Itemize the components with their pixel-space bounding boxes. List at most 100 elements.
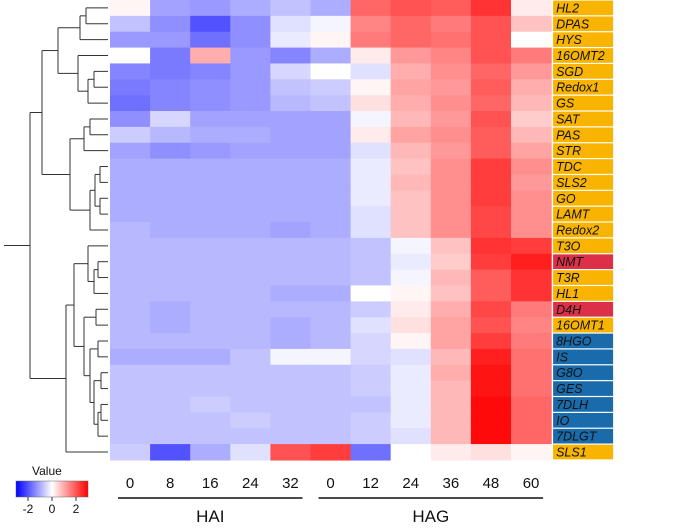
heatmap-cell	[190, 364, 231, 382]
heatmap-cell	[110, 15, 151, 33]
heatmap-cell	[350, 396, 392, 413]
heatmap-cell	[310, 206, 352, 223]
heatmap-cell	[430, 222, 472, 239]
heatmap-cell	[110, 190, 151, 207]
heatmap-cell	[390, 222, 432, 239]
category-bar	[553, 222, 614, 238]
heatmap-cell	[230, 253, 271, 271]
heatmap-cell	[150, 158, 191, 176]
heatmap-cell	[470, 15, 512, 33]
heatmap-cell	[270, 47, 312, 65]
heatmap-cell	[390, 317, 432, 334]
heatmap-cell	[390, 348, 432, 366]
heatmap-cell	[310, 31, 352, 49]
heatmap-cell	[270, 412, 312, 429]
heatmap-cell	[470, 206, 512, 223]
heatmap-cell	[190, 174, 231, 191]
heatmap-cell	[511, 63, 552, 80]
heatmap-cell	[430, 412, 472, 429]
heatmap-cell	[430, 31, 472, 49]
heatmap-cell	[110, 317, 151, 334]
heatmap-cell	[110, 364, 151, 382]
heatmap-cell	[390, 15, 432, 33]
heatmap-cell	[310, 142, 352, 160]
heatmap-cell	[350, 412, 392, 429]
heatmap-cell	[310, 285, 352, 302]
heatmap-cell	[470, 63, 512, 80]
heatmap-cell	[511, 95, 552, 112]
heatmap-cell	[310, 333, 352, 350]
heatmap-cell	[511, 31, 552, 49]
heatmap-cell	[470, 444, 512, 461]
heatmap-cell	[190, 428, 231, 445]
heatmap-cell	[190, 63, 231, 80]
heatmap-cell	[511, 79, 552, 96]
heatmap-cell	[350, 253, 392, 271]
heatmap-cell	[310, 222, 352, 239]
heatmap-cell	[470, 95, 512, 112]
heatmap-cell	[430, 111, 472, 128]
heatmap-cell	[190, 142, 231, 160]
heatmap-cell	[270, 444, 312, 461]
gene-label: STR	[556, 144, 581, 158]
heatmap-cell	[110, 158, 151, 176]
heatmap-cell	[270, 222, 312, 239]
category-bar	[553, 349, 614, 365]
heatmap-cell	[350, 206, 392, 223]
category-bar	[553, 397, 614, 412]
heatmap-cell	[310, 79, 352, 96]
column-tick-label: 0	[326, 475, 334, 492]
heatmap-cell	[150, 63, 191, 80]
heatmap-cell	[511, 158, 552, 176]
heatmap-cell	[230, 95, 271, 112]
heatmap-cell	[110, 333, 151, 350]
heatmap-cell	[150, 412, 191, 429]
heatmap-cell	[511, 364, 552, 382]
heatmap-cell	[390, 301, 432, 318]
heatmap-cell	[511, 301, 552, 318]
heatmap-cell	[270, 317, 312, 334]
heatmap-cell	[350, 269, 392, 287]
category-bar	[553, 270, 614, 285]
heatmap-cell	[310, 190, 352, 207]
heatmap-cell	[350, 15, 392, 33]
column-tick-label: 60	[523, 475, 540, 492]
heatmap-cell	[270, 174, 312, 191]
heatmap-cell	[390, 412, 432, 429]
heatmap-cell	[350, 31, 392, 49]
gene-label: 7DLGT	[556, 430, 598, 444]
heatmap-cell	[430, 396, 472, 413]
heatmap-cell	[150, 0, 191, 17]
heatmap-cell	[270, 364, 312, 382]
category-bar	[553, 301, 614, 317]
heatmap-cell	[230, 63, 271, 80]
heatmap-cell	[350, 174, 392, 191]
heatmap-cell	[190, 396, 231, 413]
heatmap-cell	[270, 63, 312, 80]
heatmap-cell	[310, 412, 352, 429]
heatmap-cell	[230, 396, 271, 413]
category-bars	[553, 0, 614, 460]
heatmap-cell	[511, 47, 552, 65]
heatmap-cell	[230, 79, 271, 96]
heatmap-cell	[270, 253, 312, 271]
heatmap-cell	[310, 364, 352, 382]
category-bar	[553, 190, 614, 206]
heatmap-cell	[390, 428, 432, 445]
heatmap-cell	[190, 285, 231, 302]
gene-label: 7DLH	[556, 398, 589, 412]
heatmap-cell	[350, 317, 392, 334]
heatmap-cell	[150, 190, 191, 207]
heatmap-cell	[310, 428, 352, 445]
heatmap-cell	[110, 285, 151, 302]
heatmap-cell	[350, 47, 392, 65]
heatmap-cell	[190, 444, 231, 461]
heatmap-cell	[511, 444, 552, 461]
heatmap-cell	[470, 428, 512, 445]
heatmap-cell	[350, 333, 392, 350]
heatmap-cell	[150, 301, 191, 318]
category-bar	[553, 365, 614, 381]
heatmap-cell	[511, 206, 552, 223]
heatmap-cell	[470, 158, 512, 176]
